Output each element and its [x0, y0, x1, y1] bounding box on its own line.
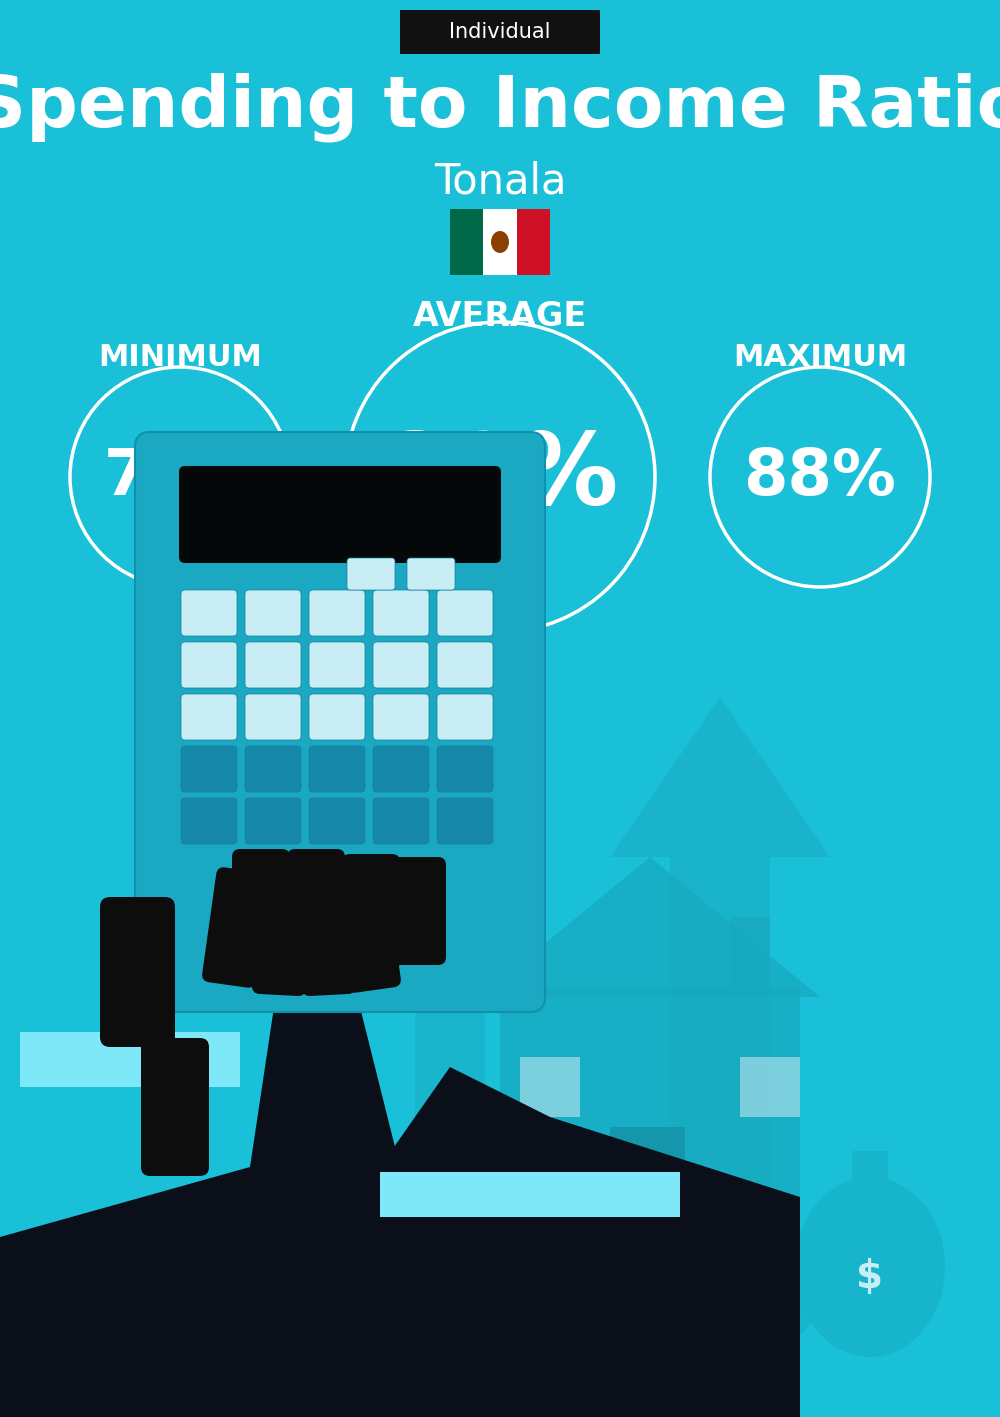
Polygon shape: [480, 857, 820, 998]
Text: $: $: [856, 1258, 884, 1297]
FancyBboxPatch shape: [252, 869, 312, 996]
Bar: [380, 1172, 680, 1217]
Bar: [730, 917, 770, 998]
FancyBboxPatch shape: [179, 466, 501, 563]
FancyBboxPatch shape: [181, 642, 237, 689]
FancyBboxPatch shape: [245, 798, 301, 845]
Polygon shape: [0, 966, 400, 1417]
Ellipse shape: [795, 1178, 945, 1357]
FancyBboxPatch shape: [437, 589, 493, 636]
Text: AVERAGE: AVERAGE: [413, 300, 587, 333]
FancyBboxPatch shape: [202, 867, 270, 988]
FancyBboxPatch shape: [400, 10, 600, 54]
FancyBboxPatch shape: [135, 432, 545, 1012]
FancyBboxPatch shape: [373, 798, 429, 845]
Bar: [852, 1151, 888, 1179]
Bar: [612, 1129, 683, 1267]
Bar: [580, 1253, 740, 1267]
FancyBboxPatch shape: [309, 642, 365, 689]
Bar: [610, 1127, 685, 1267]
FancyBboxPatch shape: [407, 558, 455, 589]
FancyBboxPatch shape: [309, 745, 365, 792]
FancyBboxPatch shape: [309, 694, 365, 740]
Text: 88%: 88%: [744, 446, 896, 509]
Text: MINIMUM: MINIMUM: [98, 343, 262, 371]
Ellipse shape: [491, 231, 509, 254]
Bar: [740, 1057, 800, 1117]
Text: Tonala: Tonala: [434, 162, 566, 203]
Bar: [500, 988, 800, 1267]
FancyBboxPatch shape: [392, 857, 446, 965]
Text: $: $: [762, 1285, 778, 1305]
FancyBboxPatch shape: [245, 694, 301, 740]
Text: Individual: Individual: [449, 23, 551, 43]
Bar: [580, 1180, 740, 1195]
Bar: [517, 210, 550, 275]
FancyBboxPatch shape: [373, 589, 429, 636]
FancyBboxPatch shape: [373, 745, 429, 792]
Polygon shape: [300, 1067, 800, 1417]
Text: Spending to Income Ratio: Spending to Income Ratio: [0, 72, 1000, 142]
Bar: [580, 1217, 740, 1231]
FancyBboxPatch shape: [309, 589, 365, 636]
Bar: [520, 1057, 580, 1117]
FancyBboxPatch shape: [373, 642, 429, 689]
FancyBboxPatch shape: [297, 873, 356, 996]
FancyBboxPatch shape: [373, 694, 429, 740]
FancyBboxPatch shape: [181, 745, 237, 792]
FancyBboxPatch shape: [181, 798, 237, 845]
FancyBboxPatch shape: [245, 745, 301, 792]
FancyBboxPatch shape: [232, 849, 290, 955]
Polygon shape: [375, 767, 525, 1267]
FancyBboxPatch shape: [437, 745, 493, 792]
Bar: [20, 1032, 240, 1087]
FancyBboxPatch shape: [342, 854, 400, 971]
FancyBboxPatch shape: [437, 798, 493, 845]
FancyBboxPatch shape: [347, 558, 395, 589]
Bar: [580, 1236, 740, 1248]
Text: 71%: 71%: [104, 446, 256, 509]
FancyBboxPatch shape: [334, 877, 401, 993]
Text: 80%: 80%: [380, 428, 620, 526]
FancyBboxPatch shape: [100, 897, 175, 1047]
Bar: [758, 1209, 782, 1229]
Polygon shape: [610, 697, 830, 1316]
FancyBboxPatch shape: [437, 694, 493, 740]
Ellipse shape: [720, 1227, 820, 1348]
FancyBboxPatch shape: [437, 642, 493, 689]
FancyBboxPatch shape: [181, 589, 237, 636]
FancyBboxPatch shape: [245, 642, 301, 689]
Bar: [580, 1199, 740, 1213]
Text: MAXIMUM: MAXIMUM: [733, 343, 907, 371]
FancyBboxPatch shape: [245, 589, 301, 636]
Bar: [483, 210, 517, 275]
FancyBboxPatch shape: [309, 798, 365, 845]
FancyBboxPatch shape: [141, 1039, 209, 1176]
FancyBboxPatch shape: [287, 849, 345, 965]
Bar: [450, 210, 483, 275]
FancyBboxPatch shape: [181, 694, 237, 740]
